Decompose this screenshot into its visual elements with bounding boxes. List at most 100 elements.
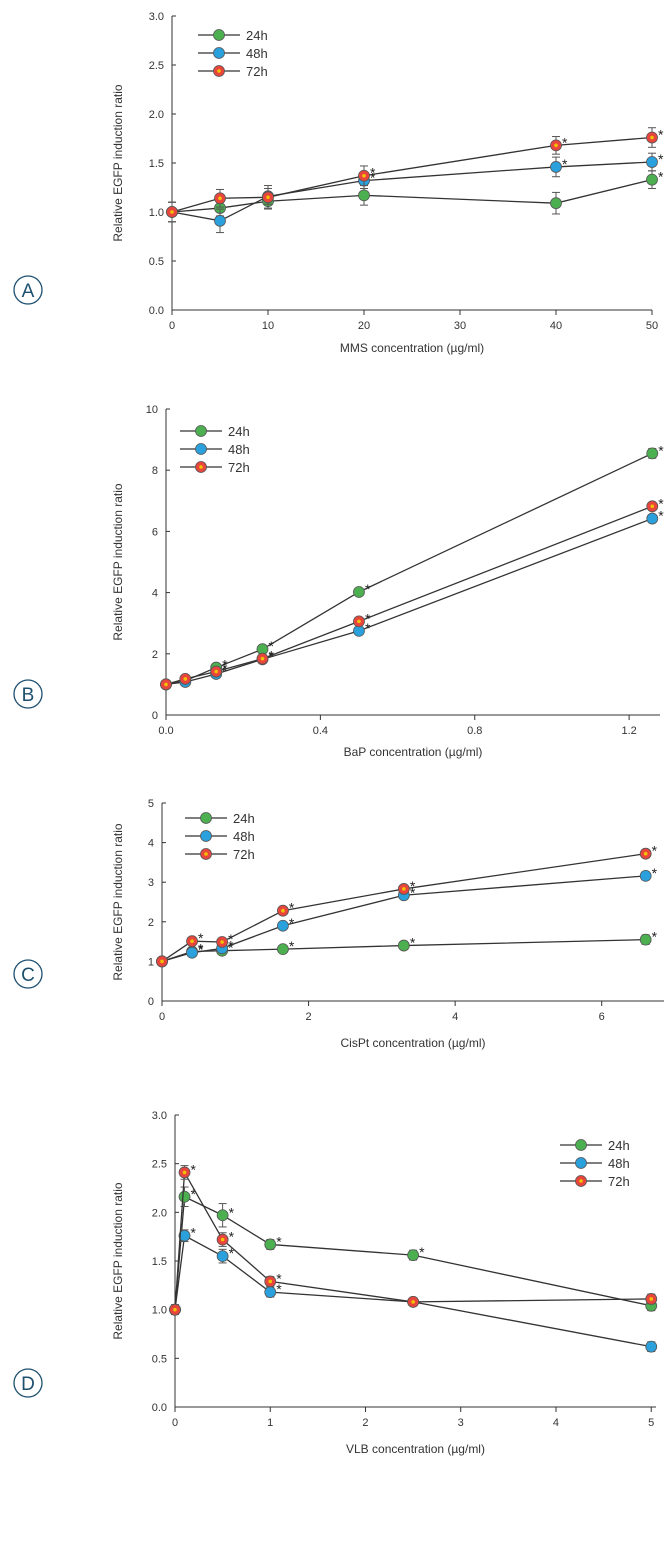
data-point-center: [281, 923, 285, 928]
legend-label: 24h: [608, 1138, 630, 1153]
significance-star: *: [658, 442, 664, 458]
significance-star: *: [222, 661, 228, 677]
significance-star: *: [198, 941, 204, 957]
panel-letter: D: [21, 1374, 35, 1395]
data-point-center: [402, 943, 406, 948]
y-tick-label: 0: [152, 710, 158, 722]
significance-star: *: [268, 648, 274, 664]
data-point-center: [182, 1170, 187, 1175]
y-tick-label: 2: [148, 917, 154, 929]
data-point-center: [183, 677, 188, 681]
data-point-center: [650, 516, 655, 521]
data-point-center: [649, 1344, 654, 1349]
data-point-center: [160, 959, 164, 964]
series-line-48h: [171, 161, 653, 222]
x-tick-label: 40: [550, 320, 562, 332]
data-point-center: [266, 195, 270, 200]
legend: 24h 48h 72h: [198, 28, 268, 79]
significance-star: *: [228, 940, 234, 956]
series-line-72h: [171, 136, 653, 213]
x-axis-title: VLB concentration (µg/ml): [346, 1442, 485, 1456]
data-point-center: [643, 851, 648, 856]
significance-star: *: [228, 931, 234, 947]
y-tick-label: 1.5: [152, 1256, 167, 1268]
legend-label: 24h: [228, 424, 250, 439]
x-tick-label: 2: [306, 1011, 312, 1023]
y-tick-label: 6: [152, 526, 158, 538]
x-tick-label: 1.2: [621, 725, 636, 737]
significance-star: *: [658, 151, 664, 167]
data-point-center: [268, 1242, 273, 1247]
series-line-48h: [174, 1234, 652, 1348]
legend-marker-center: [579, 1143, 583, 1147]
panel-letter: C: [21, 965, 35, 986]
panel-letter-circle: [13, 959, 43, 989]
series-24h: ****: [169, 1186, 658, 1316]
significance-star: *: [222, 657, 228, 673]
series-72h: ***: [166, 127, 664, 223]
legend-marker-center: [204, 834, 208, 838]
legend-label: 48h: [608, 1156, 630, 1171]
series-line-24h: [165, 452, 653, 686]
x-tick-label: 50: [646, 320, 658, 332]
x-tick-label: 4: [452, 1011, 458, 1023]
legend-marker-center: [217, 51, 221, 55]
series-line-24h: [171, 179, 653, 213]
series-line-72h: [165, 505, 653, 686]
data-point-center: [218, 219, 222, 223]
y-tick-label: 4: [152, 588, 158, 600]
significance-star: *: [276, 1281, 282, 1297]
series-48h: * ****: [156, 865, 658, 968]
legend-label: 48h: [233, 829, 255, 844]
legend: 24h 48h 72h: [180, 424, 250, 475]
y-tick-label: 0.0: [152, 1402, 167, 1414]
data-point-center: [554, 165, 558, 169]
legend-marker-center: [579, 1179, 583, 1183]
y-tick-label: 1.5: [149, 158, 164, 170]
series-72h: ***: [169, 1161, 658, 1316]
x-axis-title: BaP concentration (µg/ml): [344, 745, 483, 759]
significance-star: *: [198, 930, 204, 946]
data-point-center: [190, 950, 194, 955]
significance-star: *: [658, 169, 664, 185]
significance-star: *: [276, 1270, 282, 1286]
significance-star: *: [365, 610, 371, 626]
y-tick-label: 2.0: [149, 109, 164, 121]
significance-star: *: [289, 915, 295, 931]
y-tick-label: 0.5: [152, 1353, 167, 1365]
data-point-center: [173, 1307, 177, 1312]
data-point-center: [260, 656, 265, 661]
series-24h: ****: [160, 442, 664, 691]
legend-marker-center: [199, 429, 203, 433]
data-point-center: [220, 1213, 225, 1218]
y-tick-label: 3.0: [149, 11, 164, 23]
y-tick-label: 4: [148, 838, 154, 850]
chart-panel-b: 0 2 4 6 8 10 0.0 0.4 0.8 1.2 BaP concentration (µg…: [13, 404, 664, 759]
y-axis-title: Relative EGFP induction ratio: [111, 483, 125, 641]
legend-marker-center: [199, 447, 203, 451]
significance-star: *: [191, 1161, 197, 1177]
x-tick-label: 0: [169, 320, 175, 332]
x-tick-label: 10: [262, 320, 274, 332]
series-48h: ***: [166, 151, 664, 234]
series-72h: * ****: [156, 843, 658, 968]
x-tick-label: 1: [267, 1417, 273, 1429]
y-tick-label: 8: [152, 465, 158, 477]
data-point-center: [268, 1279, 273, 1284]
legend-marker-center: [199, 465, 203, 469]
x-tick-label: 0: [172, 1417, 178, 1429]
y-tick-label: 1.0: [152, 1305, 167, 1317]
significance-star: *: [652, 865, 658, 881]
data-point-center: [214, 669, 218, 674]
legend-marker-center: [204, 816, 208, 820]
y-tick-label: 5: [148, 798, 154, 810]
significance-star: *: [289, 900, 295, 916]
y-tick-label: 2: [152, 649, 158, 661]
significance-star: *: [410, 878, 416, 894]
legend-label: 24h: [233, 811, 255, 826]
data-point-center: [357, 629, 361, 633]
significance-star: *: [191, 1225, 197, 1241]
data-point-center: [220, 1237, 225, 1242]
x-tick-label: 4: [553, 1417, 559, 1429]
